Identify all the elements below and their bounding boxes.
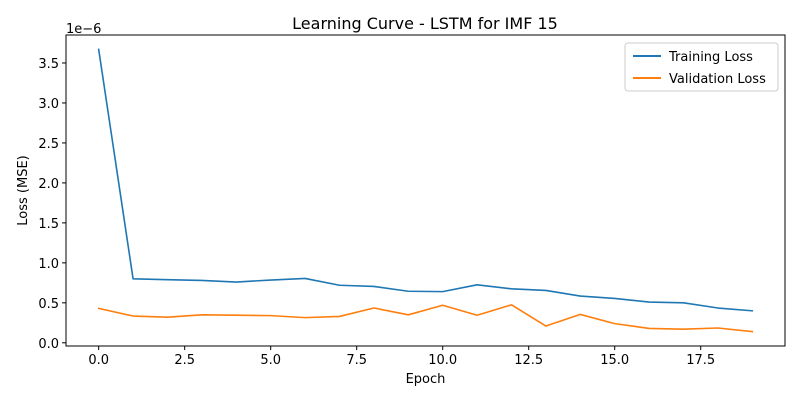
- legend: Training Loss Validation Loss: [624, 42, 779, 92]
- y-tick-label: 0.0: [38, 337, 59, 352]
- x-tick-label: 5.0: [260, 353, 281, 368]
- y-axis-ticks: 0.0 0.5 1.0 1.5 2.0 2.5 3.0 3.5: [38, 57, 66, 352]
- y-tick-label: 3.5: [38, 57, 59, 72]
- x-tick-label: 7.5: [346, 353, 367, 368]
- x-tick-label: 15.0: [600, 353, 629, 368]
- x-tick-label: 12.5: [514, 353, 543, 368]
- y-axis-label: Loss (MSE): [16, 155, 31, 225]
- chart-title: Learning Curve - LSTM for IMF 15: [292, 14, 558, 33]
- plot-area-frame: [65, 34, 786, 347]
- x-tick-label: 0.0: [88, 353, 109, 368]
- x-axis-ticks: 0.0 2.5 5.0 7.5 10.0 12.5 15.0 17.5: [88, 346, 715, 368]
- series-layer: [97, 48, 754, 333]
- legend-label-validation-loss: Validation Loss: [669, 72, 766, 87]
- y-tick-label: 1.5: [38, 217, 59, 232]
- y-tick-label: 2.0: [38, 177, 59, 192]
- series-line-training-loss: [97, 48, 754, 312]
- y-tick-label: 3.0: [38, 97, 59, 112]
- series-line-validation-loss: [97, 304, 754, 333]
- x-tick-label: 17.5: [686, 353, 715, 368]
- legend-box: [624, 42, 779, 92]
- y-tick-label: 0.5: [38, 297, 59, 312]
- x-axis-label: Epoch: [406, 372, 446, 387]
- x-tick-label: 10.0: [428, 353, 457, 368]
- y-offset-label: 1e−6: [66, 22, 101, 37]
- legend-label-training-loss: Training Loss: [668, 50, 753, 65]
- y-tick-label: 2.5: [38, 137, 59, 152]
- y-tick-label: 1.0: [38, 257, 59, 272]
- x-tick-label: 2.5: [174, 353, 195, 368]
